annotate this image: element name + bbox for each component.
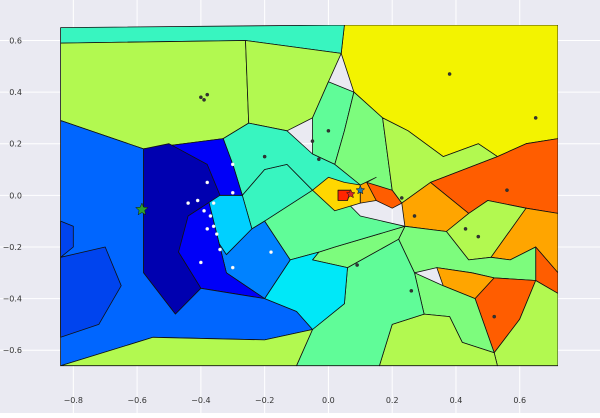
voronoi-site — [208, 214, 213, 218]
voronoi-region — [60, 246, 122, 338]
star-marker — [345, 188, 356, 199]
x-axis-ticks: −0.8 −0.6 −0.4 −0.2 0.0 0.2 0.4 0.6 — [64, 396, 527, 405]
voronoi-site — [205, 227, 210, 231]
voronoi-site — [199, 95, 203, 100]
voronoi-site — [399, 196, 404, 200]
voronoi-site — [463, 227, 468, 231]
voronoi-site — [211, 224, 216, 229]
voronoi-site — [230, 162, 235, 167]
voronoi-region — [359, 176, 377, 204]
voronoi-site — [476, 234, 481, 239]
x-tick-label: −0.6 — [127, 396, 146, 405]
voronoi-site — [230, 190, 235, 195]
y-tick-label: 0.4 — [9, 88, 22, 97]
voronoi-site — [317, 157, 321, 162]
x-tick-label: −0.8 — [64, 396, 83, 405]
y-tick-label: 0.6 — [9, 36, 22, 45]
x-tick-label: 0.0 — [322, 396, 335, 405]
voronoi-site — [215, 232, 219, 236]
voronoi-site — [533, 116, 538, 120]
y-axis-ticks: 0.6 0.4 0.2 0.0 −0.2 −0.4 −0.6 — [3, 36, 22, 355]
voronoi-site — [269, 250, 273, 254]
y-tick-label: −0.6 — [3, 346, 22, 355]
special-markers — [135, 185, 366, 216]
voronoi-site — [211, 201, 216, 205]
voronoi-regions — [60, 25, 558, 367]
voronoi-site — [505, 188, 509, 192]
voronoi-site — [218, 247, 222, 252]
voronoi-site — [230, 265, 235, 270]
voronoi-site — [199, 260, 203, 265]
y-tick-label: −0.2 — [3, 243, 22, 252]
voronoi-site — [205, 180, 210, 185]
star-marker — [135, 202, 149, 216]
voronoi-sites — [186, 72, 538, 319]
x-tick-label: 0.2 — [386, 396, 399, 405]
y-tick-label: 0.2 — [9, 140, 22, 149]
voronoi-site — [492, 314, 497, 319]
voronoi-site — [447, 72, 452, 76]
x-tick-label: 0.4 — [450, 396, 463, 405]
x-tick-label: −0.2 — [255, 396, 274, 405]
voronoi-region — [60, 220, 74, 258]
y-tick-label: 0.0 — [9, 191, 22, 200]
star-marker — [355, 185, 366, 195]
y-tick-label: −0.4 — [3, 295, 22, 304]
x-tick-label: −0.4 — [191, 396, 210, 405]
voronoi-site — [412, 214, 417, 218]
voronoi-region — [60, 329, 313, 367]
voronoi-site — [186, 201, 190, 205]
voronoi-site — [205, 92, 210, 97]
voronoi-site — [202, 209, 206, 213]
voronoi-site — [310, 139, 315, 143]
voronoi-site — [262, 154, 267, 159]
voronoi-site — [195, 198, 200, 203]
voronoi-site — [326, 129, 331, 133]
voronoi-site — [355, 263, 359, 267]
voronoi-site — [409, 289, 414, 293]
x-tick-label: 0.6 — [513, 396, 526, 405]
voronoi-site — [202, 98, 206, 102]
